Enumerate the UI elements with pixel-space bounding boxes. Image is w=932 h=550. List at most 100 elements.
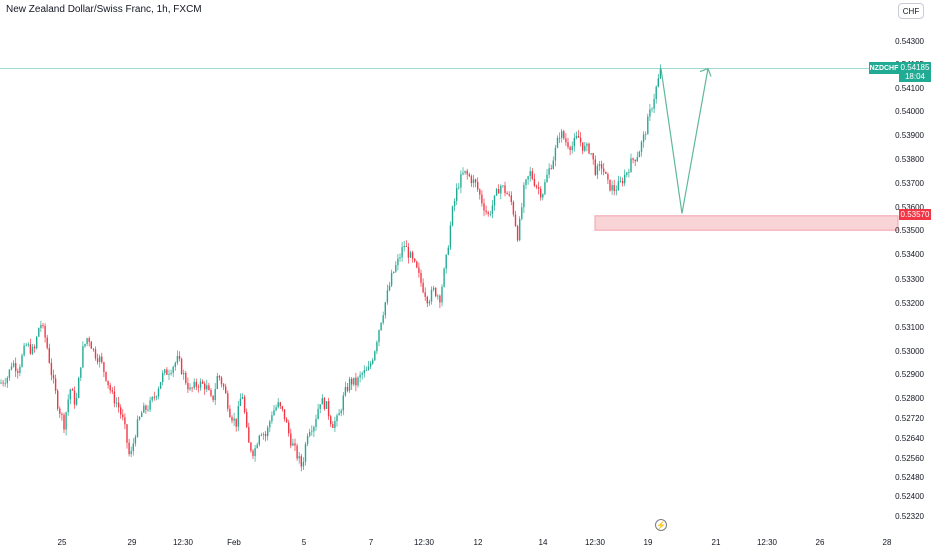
candle (445, 254, 447, 274)
candle (134, 434, 137, 447)
candle (479, 188, 481, 200)
candle (325, 401, 328, 410)
candle (248, 422, 250, 443)
candle (231, 415, 233, 424)
candle (367, 360, 370, 371)
candle (237, 400, 239, 432)
candle (187, 377, 189, 393)
candle (632, 157, 634, 164)
candle (42, 323, 44, 329)
candle (393, 271, 395, 274)
candle (285, 416, 288, 423)
candle (542, 193, 544, 201)
candle (657, 73, 659, 88)
candle (414, 258, 416, 263)
candle (351, 376, 353, 390)
candle (29, 338, 32, 356)
candle (220, 376, 223, 388)
candle (460, 170, 462, 194)
candle (101, 352, 103, 364)
candle (525, 178, 527, 190)
candle (464, 170, 466, 175)
candle (136, 415, 139, 438)
candle (229, 405, 231, 418)
candle (430, 286, 433, 305)
candle (348, 376, 351, 393)
candle (105, 371, 107, 382)
candle (279, 401, 281, 409)
candle (437, 294, 439, 300)
candle (563, 129, 565, 140)
candle (638, 150, 641, 158)
currency-badge[interactable]: CHF (898, 3, 924, 19)
candle (548, 163, 550, 179)
candle (372, 358, 374, 366)
zone-price-tag: 0.53570 (899, 209, 931, 220)
candle (582, 142, 584, 155)
candle (271, 411, 273, 424)
candle (288, 419, 290, 437)
y-tick-label: 0.53600 (895, 203, 924, 212)
last-price: 0.54185 (900, 63, 930, 72)
projection-line (660, 68, 709, 214)
candle (584, 142, 586, 152)
y-tick-label: 0.54300 (895, 37, 924, 46)
candle (130, 446, 132, 458)
candle (304, 441, 307, 466)
candle (254, 444, 256, 462)
candle (109, 382, 111, 394)
candle (2, 379, 4, 387)
y-axis: 0.543000.541850.541000.540000.539000.538… (895, 37, 924, 521)
candle (54, 374, 57, 395)
y-tick-label: 0.53500 (895, 226, 924, 235)
x-tick-label: 12:30 (414, 538, 435, 547)
candle (78, 376, 80, 399)
candle (273, 405, 275, 416)
y-tick-label: 0.52720 (895, 414, 924, 423)
candle (344, 381, 347, 397)
candle (361, 371, 363, 380)
candle (10, 362, 13, 371)
candle (420, 269, 422, 287)
candle (0, 379, 2, 385)
projection-arrowhead (699, 67, 712, 77)
candle (260, 432, 263, 437)
candle (8, 369, 11, 381)
candle (155, 395, 158, 401)
candle (405, 240, 407, 247)
candle (239, 393, 242, 407)
candle (132, 438, 134, 456)
candle (640, 140, 643, 157)
candle (197, 384, 200, 393)
candle (153, 391, 155, 401)
candle (300, 453, 302, 472)
candle (321, 394, 323, 405)
candle (241, 393, 244, 400)
candle (233, 412, 235, 426)
candle (346, 382, 349, 393)
lightning-icon[interactable]: ⚡ (655, 519, 667, 531)
candle (645, 131, 647, 140)
candle (558, 132, 561, 144)
candle (565, 133, 567, 146)
candle (143, 402, 145, 413)
candle (75, 392, 78, 406)
candle (210, 387, 212, 398)
candle (634, 159, 636, 167)
candle (521, 202, 523, 221)
candle (403, 240, 405, 252)
y-tick-label: 0.52320 (895, 512, 924, 521)
candle (626, 172, 628, 178)
candle (36, 335, 38, 350)
candle (40, 320, 42, 332)
candle (73, 386, 76, 409)
candle (212, 395, 214, 403)
x-tick-label: 25 (58, 538, 67, 547)
candle (275, 404, 277, 412)
candle (225, 383, 227, 394)
candle (594, 155, 596, 177)
x-tick-label: 7 (369, 538, 374, 547)
candle (256, 442, 258, 449)
y-tick-label: 0.52400 (895, 492, 924, 501)
